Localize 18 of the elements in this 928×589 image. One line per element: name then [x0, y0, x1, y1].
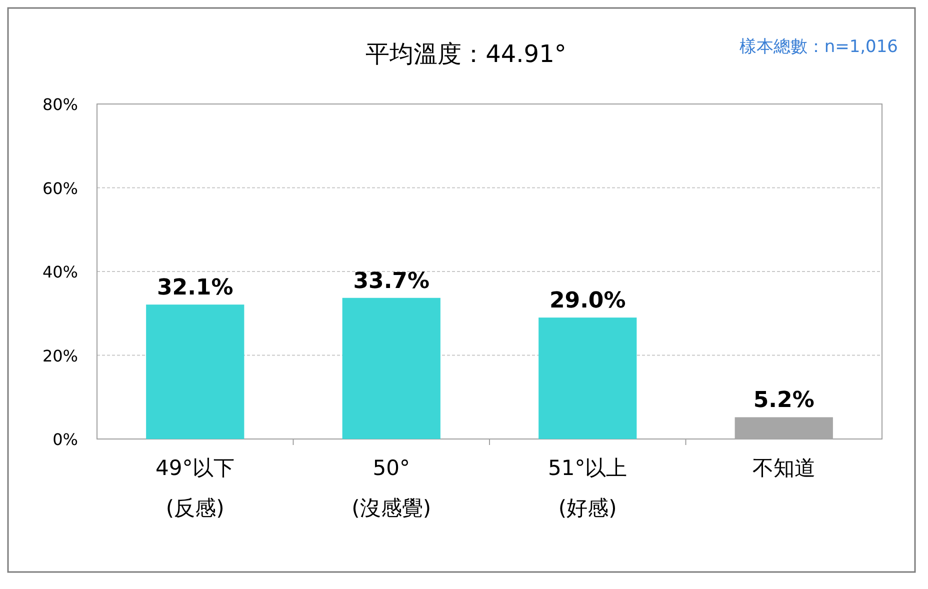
data-label: 32.1% — [156, 276, 234, 301]
y-tick-label: 60% — [42, 178, 78, 198]
x-tick-label: 不知道 — [752, 456, 816, 480]
data-label: 5.2% — [753, 388, 814, 414]
bar — [146, 304, 244, 439]
x-tick-label: 51°以上 (好感) — [548, 456, 628, 520]
x-tick-label: 49°以下 (反感) — [156, 456, 235, 520]
data-label: 29.0% — [549, 288, 626, 314]
y-tick-label: 20% — [42, 346, 78, 366]
text: 樣本總數：n=1,016 — [739, 37, 898, 57]
bar — [538, 318, 637, 439]
y-tick-label: 40% — [42, 262, 78, 282]
data-label: 33.7% — [353, 268, 430, 294]
y-tick-label: 0% — [52, 430, 78, 449]
y-tick-label: 80% — [42, 95, 78, 114]
x-tick-label: 50° (沒感覺) — [352, 456, 432, 520]
bar — [342, 298, 440, 439]
chart-title: 平均溫度：44.91° — [366, 40, 566, 68]
